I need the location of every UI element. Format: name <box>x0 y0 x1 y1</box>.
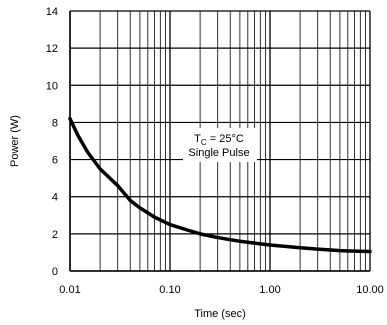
annotation-line2: Single Pulse <box>188 147 249 159</box>
x-tick-label: 10.00 <box>356 284 384 296</box>
y-tick-label: 8 <box>52 117 58 129</box>
annotation-line1: TC = 25°C <box>194 133 244 147</box>
annotation-tc-rest: = 25°C <box>207 133 244 145</box>
x-tick-label: 0.10 <box>159 284 180 296</box>
x-axis-label: Time (sec) <box>194 308 246 320</box>
y-tick-label: 6 <box>52 155 58 167</box>
grid <box>69 10 371 272</box>
y-tick-label: 0 <box>52 266 58 278</box>
y-tick-label: 10 <box>46 80 58 92</box>
tick-labels: 0 2 4 6 8 10 12 14 0.01 0.10 1.00 10.00 <box>46 6 384 296</box>
annotation-box: TC = 25°C Single Pulse <box>183 128 257 162</box>
x-tick-label: 1.00 <box>259 284 280 296</box>
annotation-background <box>183 128 257 162</box>
y-tick-label: 2 <box>52 229 58 241</box>
axes <box>69 11 370 272</box>
power-curve <box>68 116 372 254</box>
annotation-tc-main: T <box>194 133 201 145</box>
y-tick-label: 14 <box>46 6 58 18</box>
annotation-tc-sub: C <box>201 138 207 147</box>
series <box>68 116 372 254</box>
y-axis-label: Power (W) <box>9 115 21 167</box>
y-tick-label: 12 <box>46 43 58 55</box>
x-tick-label: 0.01 <box>59 284 80 296</box>
y-tick-label: 4 <box>52 192 58 204</box>
